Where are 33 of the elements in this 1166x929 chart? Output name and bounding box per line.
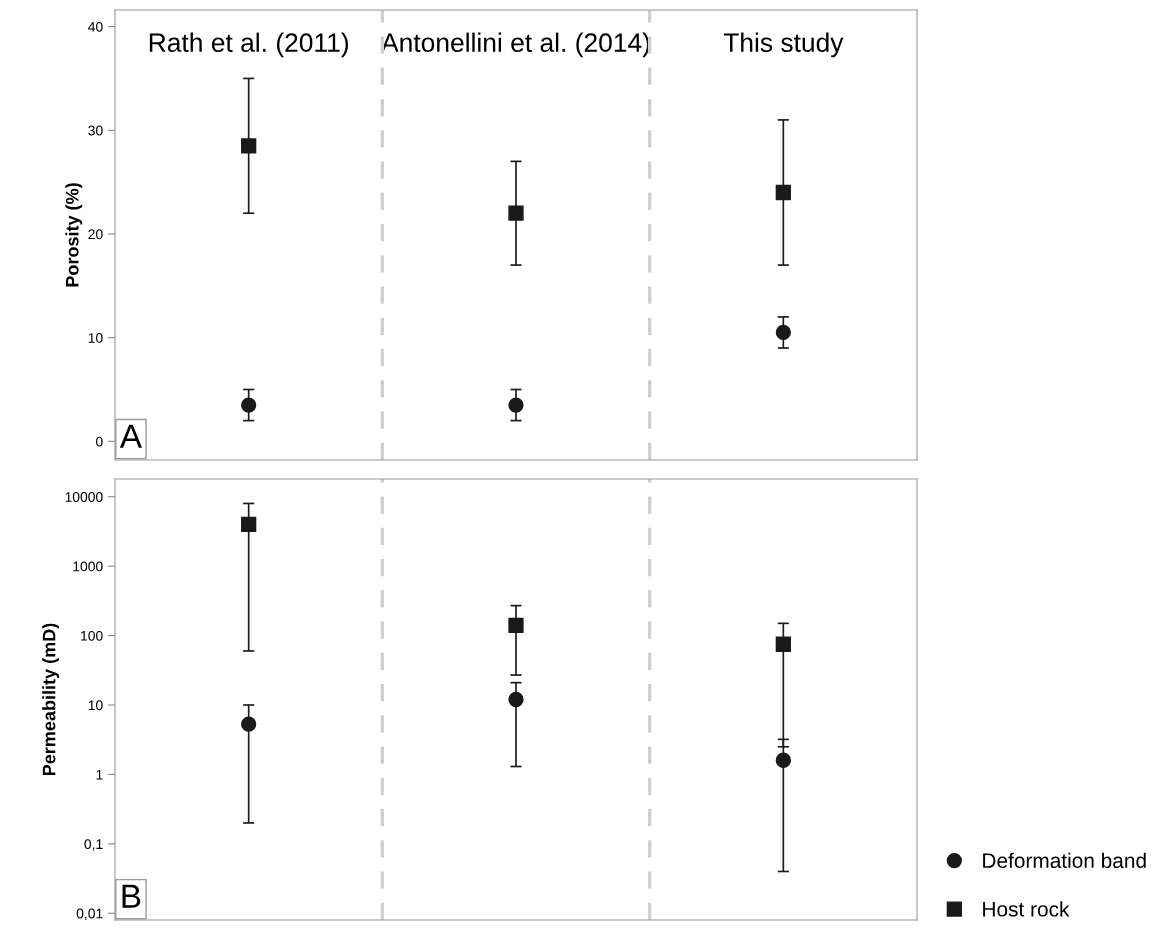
y-tick-label: 100 (81, 630, 103, 641)
annotation: B (122, 884, 141, 908)
legend-label: Deformation band (983, 852, 1146, 869)
y-tick-label: 1000 (73, 561, 103, 572)
point (775, 636, 791, 652)
point (241, 397, 257, 413)
point (775, 184, 791, 201)
y-tick-label: 20 (88, 229, 103, 240)
y-axis-title: Porosity (%) (65, 183, 83, 287)
point (508, 617, 524, 634)
y-tick-label: 10 (88, 332, 103, 343)
point (241, 716, 257, 732)
x-tick-label: Antonellini et al. (2014) (381, 32, 650, 58)
point (775, 324, 791, 341)
point (508, 397, 524, 413)
y-tick-label: 30 (88, 125, 103, 136)
y-tick-label: 40 (88, 21, 103, 32)
point (241, 138, 257, 154)
y-tick-label: 0,1 (84, 839, 103, 851)
point (241, 516, 257, 532)
x-tick-label: This study (723, 32, 844, 58)
point (508, 205, 524, 221)
y-axis-title: Permeability (mD) (42, 623, 60, 776)
y-tick-label: 10 (88, 700, 103, 711)
point (508, 691, 524, 708)
point (775, 752, 791, 768)
y-tick-label: 0 (96, 436, 103, 447)
y-tick-label: 1 (96, 769, 103, 780)
annotation: A (119, 424, 142, 448)
x-tick-label: Rath et al. (2011) (149, 32, 349, 58)
y-tick-label: 0,01 (76, 908, 103, 921)
legend-label: Host rock (983, 901, 1070, 917)
y-tick-label: 10000 (65, 492, 103, 502)
